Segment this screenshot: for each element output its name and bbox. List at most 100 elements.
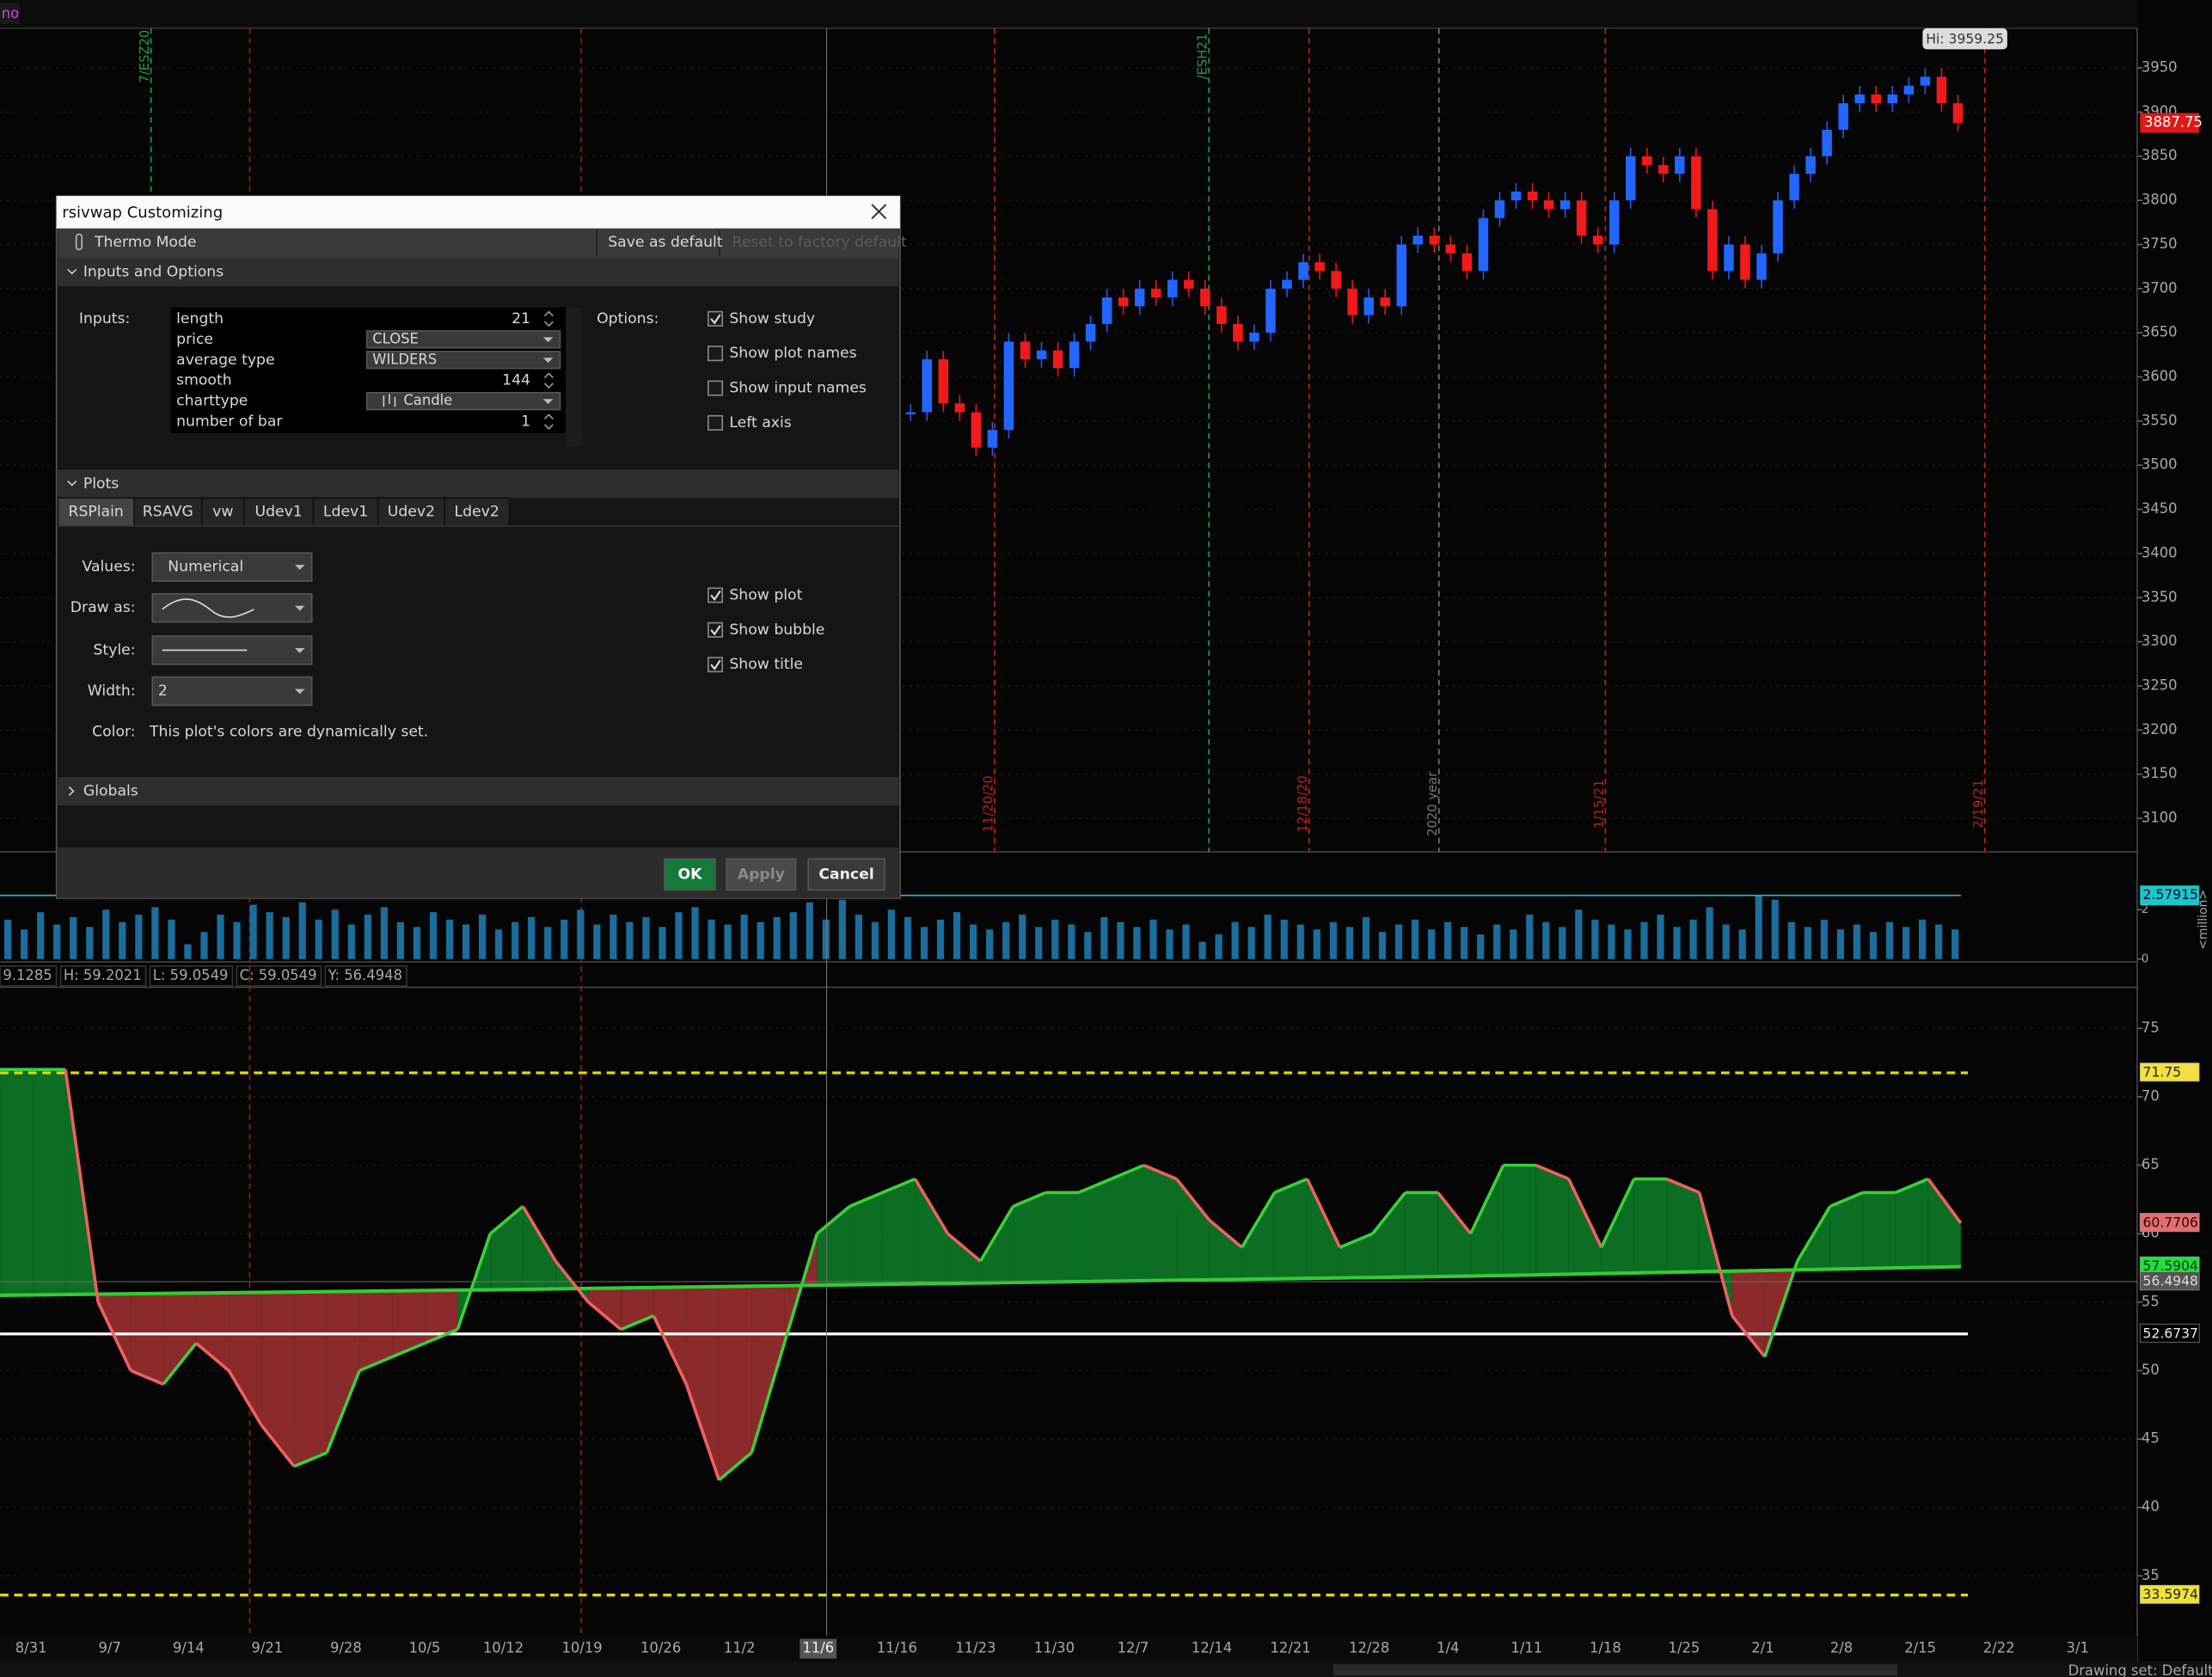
candle[interactable] bbox=[1789, 174, 1799, 201]
candle[interactable] bbox=[1724, 244, 1734, 272]
candle[interactable] bbox=[1952, 103, 1964, 123]
dropdown[interactable] bbox=[365, 351, 561, 370]
candle[interactable] bbox=[1314, 261, 1325, 272]
button-label[interactable]: Cancel bbox=[818, 866, 873, 883]
candle[interactable] bbox=[1347, 288, 1357, 315]
checkbox[interactable] bbox=[707, 414, 724, 431]
candle[interactable] bbox=[971, 412, 982, 448]
candle[interactable] bbox=[905, 412, 916, 415]
checkbox[interactable] bbox=[707, 310, 724, 327]
close-button[interactable] bbox=[871, 204, 887, 220]
candle[interactable] bbox=[1510, 191, 1522, 201]
candle[interactable] bbox=[1036, 350, 1047, 359]
dropdown[interactable] bbox=[365, 330, 561, 349]
candle[interactable] bbox=[1625, 156, 1636, 201]
candle[interactable] bbox=[1642, 156, 1652, 166]
candle[interactable] bbox=[1756, 253, 1767, 280]
tab[interactable] bbox=[200, 497, 245, 527]
button[interactable] bbox=[807, 858, 885, 891]
candle[interactable] bbox=[922, 358, 933, 413]
candle[interactable] bbox=[1184, 279, 1194, 289]
candle[interactable] bbox=[1118, 297, 1129, 307]
candle[interactable] bbox=[1707, 209, 1718, 272]
candle[interactable] bbox=[1822, 129, 1832, 156]
dropdown[interactable] bbox=[151, 676, 313, 707]
reset-default[interactable]: Reset to factory default bbox=[732, 234, 907, 251]
candle[interactable] bbox=[1478, 217, 1489, 272]
dropdown[interactable] bbox=[365, 391, 561, 411]
candle[interactable] bbox=[1020, 341, 1031, 359]
candle[interactable] bbox=[1200, 288, 1210, 307]
scroll-thumb[interactable] bbox=[1333, 1664, 1898, 1676]
button-label[interactable]: Apply bbox=[738, 866, 785, 883]
input-value[interactable]: 1 bbox=[521, 413, 530, 431]
input-value[interactable]: 21 bbox=[512, 310, 530, 327]
candle[interactable] bbox=[1691, 156, 1701, 210]
candle[interactable] bbox=[1282, 279, 1292, 289]
spinner[interactable] bbox=[543, 310, 554, 327]
candle[interactable] bbox=[1445, 244, 1456, 254]
candle[interactable] bbox=[1527, 191, 1538, 201]
candle[interactable] bbox=[1412, 236, 1424, 245]
spinner[interactable] bbox=[543, 413, 554, 430]
candle[interactable] bbox=[954, 403, 965, 413]
section-header[interactable] bbox=[58, 258, 899, 287]
candle[interactable] bbox=[1216, 306, 1227, 324]
candle[interactable] bbox=[1167, 279, 1178, 298]
candle[interactable] bbox=[1871, 94, 1881, 104]
candle[interactable] bbox=[1576, 200, 1587, 236]
candle[interactable] bbox=[1675, 156, 1685, 174]
tab[interactable] bbox=[377, 497, 445, 527]
dropdown[interactable] bbox=[151, 552, 313, 582]
candle[interactable] bbox=[1543, 200, 1554, 210]
spinner[interactable] bbox=[543, 372, 554, 389]
candle[interactable] bbox=[1805, 156, 1816, 174]
checkbox[interactable] bbox=[707, 587, 724, 603]
candle[interactable] bbox=[1151, 288, 1161, 298]
candle[interactable] bbox=[1559, 200, 1571, 210]
section-header[interactable] bbox=[58, 777, 899, 805]
candle[interactable] bbox=[987, 430, 998, 448]
candle[interactable] bbox=[1658, 165, 1669, 174]
button[interactable] bbox=[726, 858, 797, 891]
candle[interactable] bbox=[1233, 323, 1243, 342]
checkbox[interactable] bbox=[707, 380, 724, 396]
checkbox[interactable] bbox=[707, 346, 724, 362]
candle[interactable] bbox=[1249, 333, 1259, 342]
candle[interactable] bbox=[1265, 288, 1276, 334]
tab[interactable] bbox=[57, 497, 135, 527]
candle[interactable] bbox=[1903, 85, 1915, 95]
button[interactable] bbox=[664, 858, 716, 891]
candle[interactable] bbox=[1052, 350, 1063, 369]
candle[interactable] bbox=[1331, 271, 1341, 289]
candle[interactable] bbox=[1773, 200, 1783, 254]
candle[interactable] bbox=[1887, 94, 1898, 104]
candle[interactable] bbox=[938, 358, 949, 404]
candle[interactable] bbox=[1854, 94, 1865, 104]
candle[interactable] bbox=[1461, 253, 1473, 272]
candle[interactable] bbox=[1069, 341, 1080, 369]
button-label[interactable]: OK bbox=[677, 866, 702, 883]
candle[interactable] bbox=[1608, 200, 1620, 245]
dropdown[interactable] bbox=[151, 592, 313, 623]
candle[interactable] bbox=[1101, 297, 1112, 324]
candle[interactable] bbox=[1363, 297, 1374, 315]
candle[interactable] bbox=[1740, 244, 1750, 280]
section-header[interactable] bbox=[58, 469, 899, 499]
candle[interactable] bbox=[1936, 77, 1947, 104]
checkbox[interactable] bbox=[707, 657, 724, 673]
tab[interactable] bbox=[444, 497, 511, 527]
candle[interactable] bbox=[1396, 244, 1407, 307]
save-default[interactable]: Save as default bbox=[608, 234, 723, 251]
input-value[interactable]: 144 bbox=[502, 372, 530, 389]
candle[interactable] bbox=[1592, 236, 1603, 245]
candle[interactable] bbox=[1134, 288, 1145, 307]
checkbox[interactable] bbox=[707, 621, 724, 638]
candle[interactable] bbox=[1429, 236, 1440, 245]
candle[interactable] bbox=[1298, 261, 1308, 280]
candle[interactable] bbox=[1838, 103, 1848, 130]
thermo-mode[interactable]: Thermo Mode bbox=[94, 234, 196, 251]
candle[interactable] bbox=[1380, 297, 1390, 307]
candle[interactable] bbox=[1920, 77, 1931, 86]
candle[interactable] bbox=[1085, 323, 1096, 342]
